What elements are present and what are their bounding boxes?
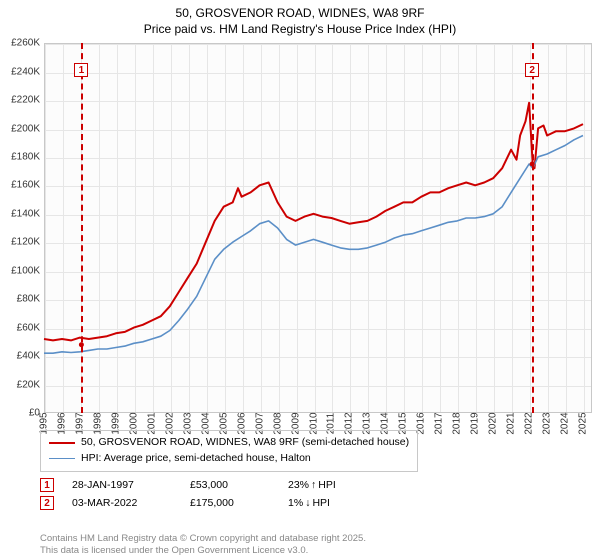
transaction-row: 1 28-JAN-1997 £53,000 23% ↑ HPI bbox=[40, 478, 336, 492]
x-axis-label: 2018 bbox=[452, 413, 463, 435]
legend: 50, GROSVENOR ROAD, WIDNES, WA8 9RF (sem… bbox=[40, 430, 418, 472]
x-axis-label: 2017 bbox=[434, 413, 445, 435]
legend-label-hpi: HPI: Average price, semi-detached house,… bbox=[81, 451, 311, 467]
y-axis-label: £260K bbox=[11, 38, 40, 49]
transaction-date-1: 28-JAN-1997 bbox=[72, 479, 172, 491]
footer: Contains HM Land Registry data © Crown c… bbox=[40, 533, 366, 556]
y-axis-label: £180K bbox=[11, 152, 40, 163]
ref-line-2 bbox=[532, 43, 534, 413]
y-axis-label: £120K bbox=[11, 237, 40, 248]
y-axis-label: £100K bbox=[11, 265, 40, 276]
transaction-delta-1: 23% ↑ HPI bbox=[288, 479, 336, 491]
x-axis-label: 2019 bbox=[470, 413, 481, 435]
chart-container: 50, GROSVENOR ROAD, WIDNES, WA8 9RF Pric… bbox=[0, 0, 600, 560]
x-axis-label: 2023 bbox=[542, 413, 553, 435]
y-axis-label: £80K bbox=[17, 294, 40, 305]
x-axis-label: 2021 bbox=[506, 413, 517, 435]
legend-swatch-price-paid bbox=[49, 442, 75, 444]
transaction-date-2: 03-MAR-2022 bbox=[72, 497, 172, 509]
y-axis-label: £240K bbox=[11, 66, 40, 77]
legend-swatch-hpi bbox=[49, 458, 75, 460]
transaction-price-1: £53,000 bbox=[190, 479, 270, 491]
y-axis-label: £140K bbox=[11, 208, 40, 219]
legend-row-hpi: HPI: Average price, semi-detached house,… bbox=[49, 451, 409, 467]
y-axis-label: £40K bbox=[17, 351, 40, 362]
arrow-down-icon: ↓ bbox=[305, 497, 310, 509]
x-axis-label: 2020 bbox=[488, 413, 499, 435]
y-axis-label: £60K bbox=[17, 322, 40, 333]
transaction-delta-2: 1% ↓ HPI bbox=[288, 497, 330, 509]
footer-line1: Contains HM Land Registry data © Crown c… bbox=[40, 533, 366, 544]
transaction-num-2: 2 bbox=[40, 496, 54, 510]
y-axis-label: £200K bbox=[11, 123, 40, 134]
legend-label-price-paid: 50, GROSVENOR ROAD, WIDNES, WA8 9RF (sem… bbox=[81, 435, 409, 451]
transaction-row: 2 03-MAR-2022 £175,000 1% ↓ HPI bbox=[40, 496, 336, 510]
x-axis-label: 2024 bbox=[560, 413, 571, 435]
legend-row-price-paid: 50, GROSVENOR ROAD, WIDNES, WA8 9RF (sem… bbox=[49, 435, 409, 451]
chart-svg bbox=[44, 43, 592, 413]
ref-box-1: 1 bbox=[74, 63, 88, 77]
y-axis-label: £20K bbox=[17, 379, 40, 390]
series-price_paid bbox=[44, 103, 583, 341]
transaction-price-2: £175,000 bbox=[190, 497, 270, 509]
title-subtitle: Price paid vs. HM Land Registry's House … bbox=[0, 22, 600, 38]
title-block: 50, GROSVENOR ROAD, WIDNES, WA8 9RF Pric… bbox=[0, 0, 600, 37]
footer-line2: This data is licensed under the Open Gov… bbox=[40, 545, 366, 556]
chart-area: £0£20K£40K£60K£80K£100K£120K£140K£160K£1… bbox=[44, 43, 592, 413]
y-axis-label: £220K bbox=[11, 95, 40, 106]
transaction-table: 1 28-JAN-1997 £53,000 23% ↑ HPI 2 03-MAR… bbox=[40, 478, 336, 514]
ref-box-2: 2 bbox=[525, 63, 539, 77]
title-address: 50, GROSVENOR ROAD, WIDNES, WA8 9RF bbox=[0, 6, 600, 22]
y-axis-label: £160K bbox=[11, 180, 40, 191]
transaction-num-1: 1 bbox=[40, 478, 54, 492]
arrow-up-icon: ↑ bbox=[311, 479, 316, 491]
x-axis-label: 2025 bbox=[578, 413, 589, 435]
x-axis-label: 2022 bbox=[524, 413, 535, 435]
ref-line-1 bbox=[81, 43, 83, 413]
